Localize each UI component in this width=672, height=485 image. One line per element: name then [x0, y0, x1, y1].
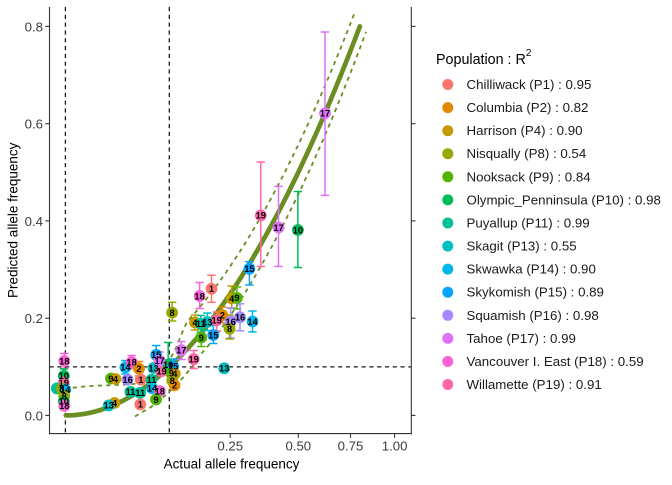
- svg-text:Skykomish (P15) : 0.89: Skykomish (P15) : 0.89: [467, 285, 604, 300]
- svg-text:15: 15: [244, 264, 254, 274]
- svg-text:17: 17: [273, 223, 283, 233]
- svg-text:Tahoe (P17) : 0.99: Tahoe (P17) : 0.99: [467, 331, 576, 346]
- svg-text:19: 19: [189, 355, 199, 365]
- svg-text:11: 11: [196, 319, 206, 329]
- svg-text:15: 15: [151, 350, 161, 360]
- svg-text:0.2: 0.2: [25, 311, 43, 326]
- svg-text:11: 11: [135, 388, 145, 398]
- svg-text:9: 9: [199, 333, 204, 343]
- svg-text:16: 16: [235, 313, 245, 323]
- svg-text:Population : R2: Population : R2: [436, 48, 532, 68]
- svg-text:0.0: 0.0: [25, 408, 43, 423]
- svg-text:Skagit (P13) : 0.55: Skagit (P13) : 0.55: [467, 239, 577, 254]
- svg-text:13: 13: [202, 317, 212, 327]
- svg-text:Columbia (P2) : 0.82: Columbia (P2) : 0.82: [467, 100, 589, 115]
- svg-text:19: 19: [156, 367, 166, 377]
- svg-text:9: 9: [108, 374, 113, 384]
- svg-text:16: 16: [122, 375, 132, 385]
- svg-text:2: 2: [172, 381, 177, 391]
- svg-text:4: 4: [113, 374, 119, 384]
- svg-text:18: 18: [194, 291, 204, 301]
- svg-text:8: 8: [170, 308, 175, 318]
- svg-text:Actual allele frequency: Actual allele frequency: [164, 457, 300, 472]
- svg-text:0.75: 0.75: [338, 438, 364, 453]
- svg-text:13: 13: [219, 364, 229, 374]
- svg-text:Vancouver I. East (P18) : 0.59: Vancouver I. East (P18) : 0.59: [467, 354, 644, 369]
- svg-text:15: 15: [168, 362, 178, 372]
- svg-text:19: 19: [59, 378, 69, 388]
- svg-text:18: 18: [155, 386, 165, 396]
- svg-text:15: 15: [208, 330, 218, 340]
- svg-text:0.4: 0.4: [25, 214, 43, 229]
- svg-text:9: 9: [234, 293, 239, 303]
- svg-text:Olympic_Penninsula (P10) : 0.9: Olympic_Penninsula (P10) : 0.98: [467, 192, 661, 207]
- svg-text:10: 10: [163, 360, 173, 370]
- svg-text:Chilliwack (P1) : 0.95: Chilliwack (P1) : 0.95: [467, 77, 592, 92]
- svg-text:0.8: 0.8: [25, 19, 43, 34]
- svg-text:2: 2: [136, 364, 141, 374]
- svg-text:0.25: 0.25: [217, 438, 243, 453]
- svg-text:18: 18: [59, 356, 69, 366]
- svg-text:18: 18: [59, 401, 69, 411]
- svg-text:9: 9: [153, 395, 158, 405]
- svg-text:11: 11: [147, 375, 157, 385]
- svg-text:11: 11: [125, 387, 135, 397]
- svg-text:Willamette (P19) : 0.91: Willamette (P19) : 0.91: [467, 377, 602, 392]
- svg-text:14: 14: [60, 385, 71, 395]
- svg-text:17: 17: [320, 109, 330, 119]
- svg-text:9: 9: [169, 369, 174, 379]
- svg-text:Puyallup (P11) : 0.99: Puyallup (P11) : 0.99: [467, 216, 590, 231]
- svg-text:2: 2: [220, 311, 225, 321]
- svg-text:4: 4: [192, 318, 198, 328]
- svg-text:4: 4: [172, 369, 178, 379]
- svg-text:14: 14: [147, 384, 158, 394]
- svg-text:10: 10: [293, 225, 303, 235]
- svg-text:Nooksack (P9) : 0.84: Nooksack (P9) : 0.84: [467, 169, 591, 184]
- svg-text:4: 4: [229, 294, 235, 304]
- svg-text:10: 10: [59, 371, 69, 381]
- svg-text:19: 19: [256, 211, 266, 221]
- svg-text:Harrison (P4) : 0.90: Harrison (P4) : 0.90: [467, 123, 583, 138]
- svg-text:8: 8: [59, 384, 64, 394]
- svg-text:4: 4: [112, 398, 118, 408]
- svg-text:1: 1: [138, 375, 143, 385]
- svg-text:17: 17: [154, 356, 164, 366]
- svg-text:Skwawka (P14) : 0.90: Skwawka (P14) : 0.90: [467, 262, 596, 277]
- svg-text:1.00: 1.00: [382, 438, 408, 453]
- svg-text:0.50: 0.50: [285, 438, 311, 453]
- svg-text:16: 16: [225, 317, 235, 327]
- svg-text:Nisqually (P8) : 0.54: Nisqually (P8) : 0.54: [467, 146, 587, 161]
- svg-text:1: 1: [209, 284, 214, 294]
- svg-text:14: 14: [120, 363, 131, 373]
- svg-text:17: 17: [176, 346, 186, 356]
- svg-text:18: 18: [126, 358, 136, 368]
- svg-text:8: 8: [227, 324, 232, 334]
- svg-text:Predicted allele frequency: Predicted allele frequency: [6, 142, 21, 298]
- svg-text:10: 10: [59, 397, 69, 407]
- svg-text:1: 1: [138, 400, 143, 410]
- svg-text:13: 13: [104, 401, 114, 411]
- svg-text:13: 13: [148, 363, 158, 373]
- svg-text:8: 8: [170, 376, 175, 386]
- svg-text:Squamish (P16) : 0.98: Squamish (P16) : 0.98: [467, 308, 599, 323]
- svg-text:8: 8: [62, 392, 67, 402]
- svg-text:14: 14: [247, 317, 258, 327]
- svg-text:19: 19: [212, 316, 222, 326]
- svg-text:0.6: 0.6: [25, 117, 43, 132]
